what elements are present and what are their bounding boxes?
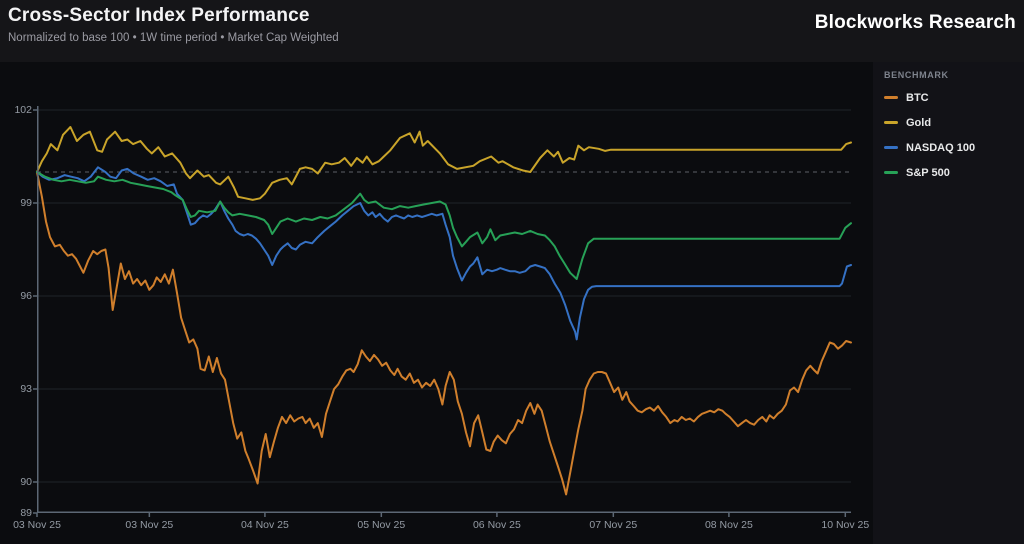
y-tick-label-93: 93 bbox=[20, 383, 32, 395]
y-tick-label-99: 99 bbox=[20, 197, 32, 209]
legend-label-gold: Gold bbox=[906, 116, 932, 129]
legend-item-nasdaq-100[interactable]: NASDAQ 100 bbox=[884, 135, 975, 160]
legend-title: BENCHMARK bbox=[884, 70, 949, 80]
legend-swatch-s-p-500 bbox=[884, 171, 898, 174]
legend-label-s-p-500: S&P 500 bbox=[906, 166, 950, 179]
legend-panel: BENCHMARK BTC Gold NASDAQ 100 S&P 500 bbox=[873, 62, 1024, 544]
brand-logo: Blockworks Research bbox=[814, 12, 1016, 33]
x-tick-label-5: 07 Nov 25 bbox=[589, 519, 638, 531]
header: Cross-Sector Index Performance Normalize… bbox=[0, 0, 1024, 62]
x-tick-label-1: 03 Nov 25 bbox=[125, 519, 174, 531]
y-tick-label-102: 102 bbox=[14, 104, 32, 116]
legend-item-s-p-500[interactable]: S&P 500 bbox=[884, 160, 975, 185]
plot-area bbox=[33, 106, 852, 517]
series-line-s-p-500[interactable] bbox=[36, 171, 852, 280]
y-tick-label-89: 89 bbox=[20, 507, 32, 519]
chart-panel: 102 99 96 93 90 89 03 Nov 25 03 Nov 25 04 Nov 25… bbox=[0, 62, 873, 544]
legend-item-gold[interactable]: Gold bbox=[884, 110, 975, 135]
x-tick-label-7: 10 Nov 25 bbox=[821, 519, 870, 531]
legend-label-btc: BTC bbox=[906, 91, 929, 104]
series-line-btc[interactable] bbox=[36, 171, 852, 496]
page-title: Cross-Sector Index Performance bbox=[8, 5, 310, 26]
y-tick-label-96: 96 bbox=[20, 290, 32, 302]
legend-swatch-gold bbox=[884, 121, 898, 124]
page-subtitle: Normalized to base 100 • 1W time period … bbox=[8, 32, 339, 44]
legend-item-btc[interactable]: BTC bbox=[884, 85, 975, 110]
y-tick-label-90: 90 bbox=[20, 476, 32, 488]
series-line-nasdaq-100[interactable] bbox=[36, 166, 852, 341]
x-tick-label-2: 04 Nov 25 bbox=[240, 519, 289, 531]
x-tick-label-0: 03 Nov 25 bbox=[13, 519, 61, 531]
legend-list: BTC Gold NASDAQ 100 S&P 500 bbox=[884, 85, 975, 185]
legend-swatch-nasdaq-100 bbox=[884, 146, 898, 149]
x-tick-label-6: 08 Nov 25 bbox=[704, 519, 753, 531]
x-tick-label-3: 05 Nov 25 bbox=[357, 519, 406, 531]
legend-swatch-btc bbox=[884, 96, 898, 99]
x-tick-label-4: 06 Nov 25 bbox=[472, 519, 521, 531]
legend-label-nasdaq-100: NASDAQ 100 bbox=[906, 141, 976, 154]
series-line-gold[interactable] bbox=[36, 126, 852, 201]
